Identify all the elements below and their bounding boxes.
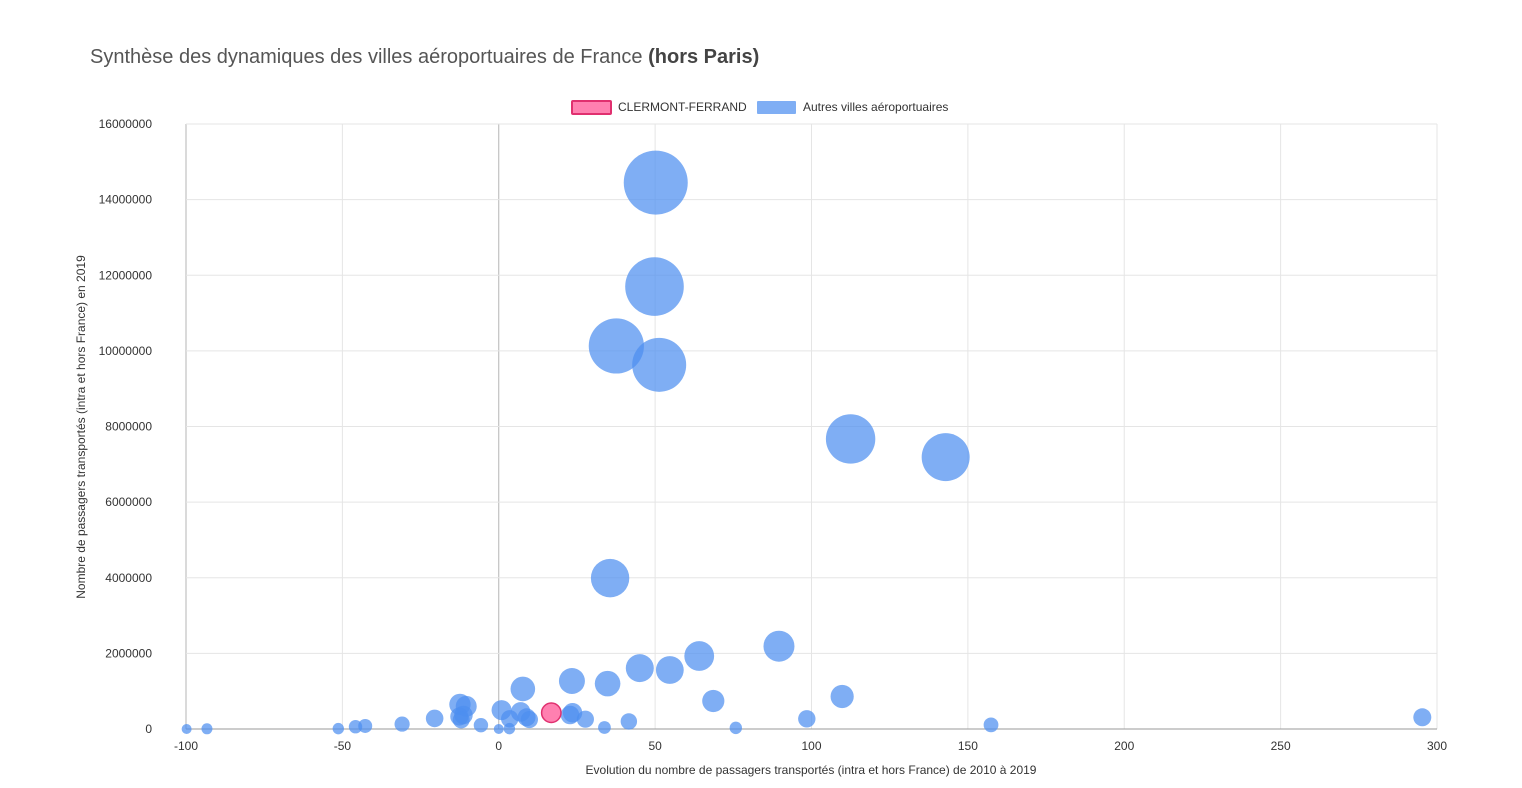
x-tick-label: 100 — [801, 739, 821, 753]
x-tick-label: -100 — [174, 739, 198, 753]
bubble-autres-ville[interactable] — [729, 721, 743, 735]
bubble-autres-ville[interactable] — [576, 710, 594, 728]
x-tick-label: 0 — [495, 739, 502, 753]
y-tick-label: 14000000 — [99, 193, 153, 207]
bubble-autres-ville[interactable] — [763, 630, 795, 662]
bubble-autres-ville[interactable] — [921, 433, 970, 482]
chart-title-main: Synthèse des dynamiques des villes aérop… — [90, 46, 643, 68]
bubble-autres-ville[interactable] — [632, 337, 687, 392]
x-axis-label: Evolution du nombre de passagers transpo… — [586, 763, 1037, 777]
bubble-autres-ville[interactable] — [590, 558, 630, 598]
x-tick-label: 150 — [958, 739, 978, 753]
x-tick-label: 250 — [1271, 739, 1291, 753]
bubble-autres-ville[interactable] — [558, 667, 585, 694]
bubble-autres-ville[interactable] — [560, 705, 580, 725]
bubble-autres-ville[interactable] — [425, 709, 444, 728]
bubble-autres-ville[interactable] — [510, 676, 536, 702]
bubble-autres-ville[interactable] — [702, 689, 725, 713]
bubble-autres-ville[interactable] — [684, 641, 715, 671]
legend-swatch-others — [757, 101, 796, 114]
y-tick-label: 16000000 — [99, 117, 153, 131]
x-tick-label: 200 — [1114, 739, 1134, 753]
bubble-autres-ville[interactable] — [825, 414, 876, 464]
bubble-autres-ville[interactable] — [500, 710, 519, 728]
legend-swatch-clermont — [571, 100, 612, 115]
y-axis-label: Nombre de passagers transportés (intra e… — [74, 255, 88, 599]
bubble-autres-ville[interactable] — [394, 716, 410, 732]
bubble-autres-ville[interactable] — [181, 724, 192, 734]
legend-label-others: Autres villes aéroportuaires — [803, 100, 948, 114]
chart-title: Synthèse des dynamiques des villes aérop… — [90, 46, 759, 69]
bubble-autres-ville[interactable] — [1413, 708, 1432, 727]
x-tick-label: 300 — [1427, 739, 1447, 753]
bubble-autres-ville[interactable] — [473, 718, 489, 733]
bubble-autres-ville[interactable] — [201, 723, 213, 735]
bubble-autres-ville[interactable] — [348, 720, 363, 734]
y-tick-label: 10000000 — [99, 344, 153, 358]
tick-labels: -100 -50 0 50 100 150 200 250 300 0 2000000 4000000… — [99, 117, 1448, 753]
bubble-autres-ville[interactable] — [625, 654, 654, 683]
bubble-autres-ville[interactable] — [620, 713, 638, 730]
y-tick-label: 2000000 — [105, 646, 152, 660]
y-tick-label: 8000000 — [105, 420, 152, 434]
bubbles — [181, 150, 1432, 735]
bubble-autres-ville[interactable] — [588, 318, 644, 374]
bubble-autres-ville[interactable] — [452, 711, 470, 729]
bubble-autres-ville[interactable] — [655, 656, 684, 684]
bubble-autres-ville[interactable] — [493, 724, 504, 734]
x-tick-label: 50 — [648, 739, 662, 753]
bubble-autres-ville[interactable] — [332, 722, 345, 735]
y-tick-label: 4000000 — [105, 571, 152, 585]
x-tick-label: -50 — [334, 739, 352, 753]
bubble-autres-ville[interactable] — [503, 722, 516, 735]
bubble-autres-ville[interactable] — [623, 150, 688, 215]
bubble-autres-ville[interactable] — [798, 710, 816, 728]
y-tick-label: 6000000 — [105, 495, 152, 509]
grid — [185, 123, 1438, 730]
bubble-autres-ville[interactable] — [520, 710, 538, 729]
y-tick-label: 12000000 — [99, 268, 153, 282]
bubble-autres-ville[interactable] — [598, 721, 611, 734]
bubble-autres-ville[interactable] — [625, 257, 684, 316]
legend: CLERMONT-FERRAND Autres villes aéroportu… — [571, 100, 948, 115]
bubble-autres-ville[interactable] — [830, 684, 854, 709]
bubble-autres-ville[interactable] — [983, 717, 999, 733]
bubble-clermont-ferrand[interactable] — [540, 702, 562, 724]
bubble-autres-ville[interactable] — [594, 670, 621, 697]
chart-title-bold: (hors Paris) — [648, 46, 760, 68]
y-tick-label: 0 — [145, 722, 152, 736]
bubble-autres-ville[interactable] — [358, 718, 373, 733]
legend-label-clermont: CLERMONT-FERRAND — [618, 100, 747, 114]
